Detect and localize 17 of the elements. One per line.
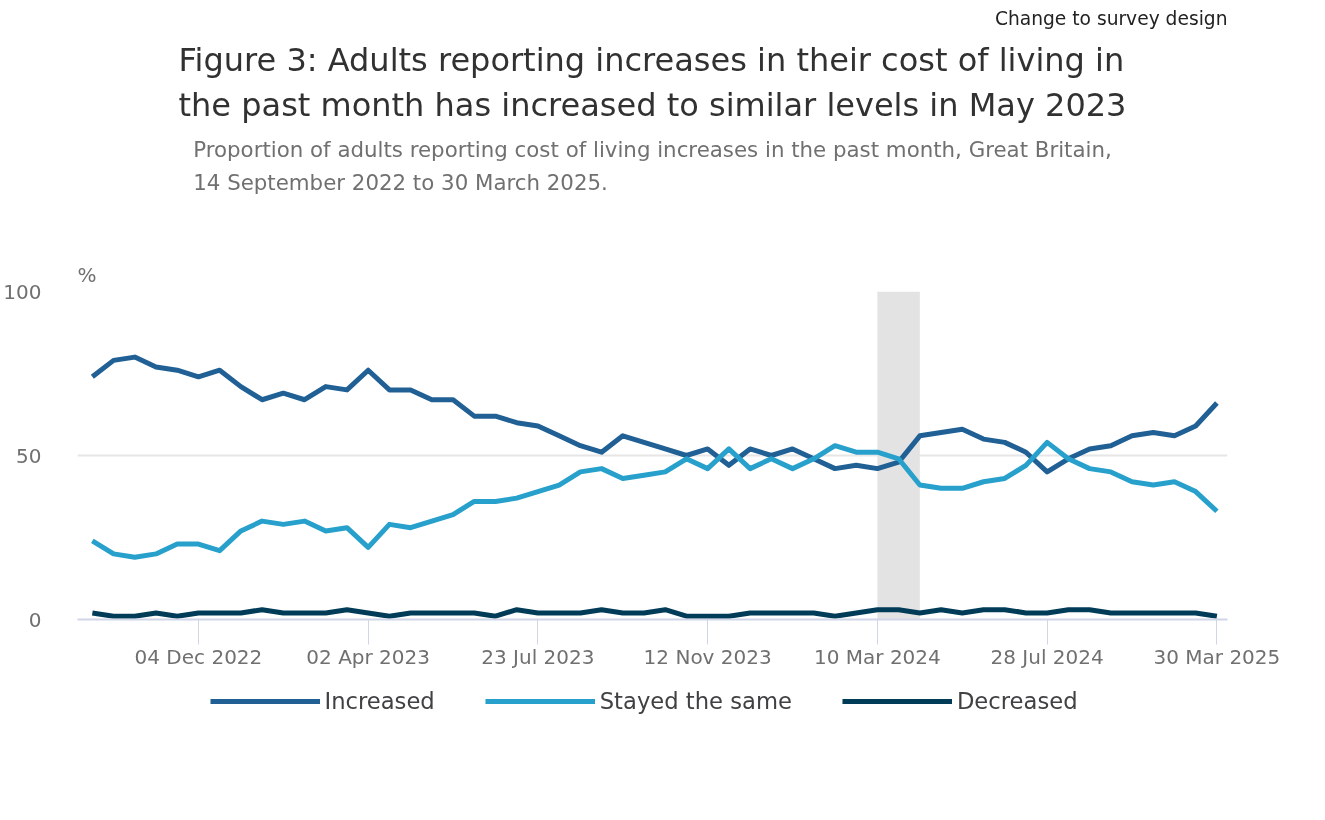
x-tick-label: 02 Apr 2023 [306, 644, 431, 669]
y-tick-label: 100 [3, 279, 42, 304]
legend-label: Increased [324, 688, 435, 714]
x-tick-label: 23 Jul 2023 [481, 644, 595, 669]
x-tick-label: 10 Mar 2024 [814, 644, 941, 669]
y-tick-label: 0 [28, 607, 42, 632]
x-tick-label: 30 Mar 2025 [1153, 644, 1281, 669]
y-tick-label: 50 [16, 443, 42, 468]
x-tick-label: 12 Nov 2023 [643, 644, 772, 669]
legend-label: Stayed the same [599, 688, 792, 714]
text: Change to survey design [994, 7, 1228, 29]
x-tick-label: 28 Jul 2024 [990, 644, 1104, 669]
legend-label: Decreased [956, 688, 1078, 714]
x-tick-label: 04 Dec 2022 [134, 644, 263, 669]
chart-title: Figure 3: Adults reporting increases in their cost of living in the past month has increased to similar levels in May 2023 [178, 40, 1127, 125]
chart-subtitle: Proportion of adults reporting cost of living increases in the past month, Great Britain, 14 September 2022 to 30 March 2025. [193, 137, 1112, 195]
y-axis-title: % [77, 262, 97, 287]
